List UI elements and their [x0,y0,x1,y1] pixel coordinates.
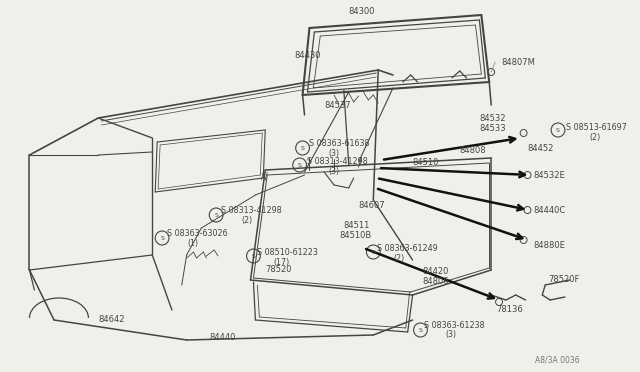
Text: 84806: 84806 [422,278,449,286]
Text: S: S [419,327,422,333]
Text: 84440: 84440 [209,334,236,343]
Text: (3): (3) [328,167,339,176]
Text: 84300: 84300 [348,6,375,16]
Text: S 08363-63026: S 08363-63026 [167,228,228,237]
Text: S 08513-61697: S 08513-61697 [566,122,627,131]
Text: 84537: 84537 [324,100,351,109]
Text: (3): (3) [445,330,456,340]
Text: S 08363-61238: S 08363-61238 [424,321,485,330]
Text: 84452: 84452 [527,144,554,153]
Text: S 08313-41298: S 08313-41298 [221,205,282,215]
Text: S: S [252,253,255,259]
Text: 84642: 84642 [98,315,125,324]
Text: (1): (1) [188,238,199,247]
Text: S: S [160,235,164,241]
Text: (3): (3) [328,148,339,157]
Text: 78136: 78136 [496,305,523,314]
Text: 84808: 84808 [460,145,486,154]
Text: (17): (17) [273,257,289,266]
Text: 84533: 84533 [479,124,506,132]
Text: S: S [214,212,218,218]
Text: 84532: 84532 [479,113,506,122]
Text: S 08510-61223: S 08510-61223 [257,247,318,257]
Text: 84440C: 84440C [533,205,566,215]
Text: S 08363-61638: S 08363-61638 [310,138,370,148]
Text: 84420: 84420 [422,267,449,276]
Text: 84532E: 84532E [533,170,565,180]
Text: 84510: 84510 [413,157,439,167]
Text: S: S [371,250,375,254]
Text: S 08313-41298: S 08313-41298 [307,157,367,166]
Text: 84807M: 84807M [501,58,535,67]
Text: (2): (2) [589,132,601,141]
Text: S: S [298,163,301,167]
Text: 84607: 84607 [358,201,385,209]
Text: 78520: 78520 [265,266,292,275]
Text: S: S [556,128,560,132]
Text: 84430: 84430 [294,51,321,60]
Text: 78520F: 78520F [548,276,580,285]
Text: A8/3A 0036: A8/3A 0036 [536,356,580,365]
Text: (2): (2) [242,215,253,224]
Text: S 08363-61249: S 08363-61249 [377,244,438,253]
Text: S: S [301,145,305,151]
Text: 84880E: 84880E [533,241,565,250]
Text: 84510B: 84510B [339,231,371,240]
Text: 84511: 84511 [344,221,370,230]
Text: (2): (2) [393,253,404,263]
